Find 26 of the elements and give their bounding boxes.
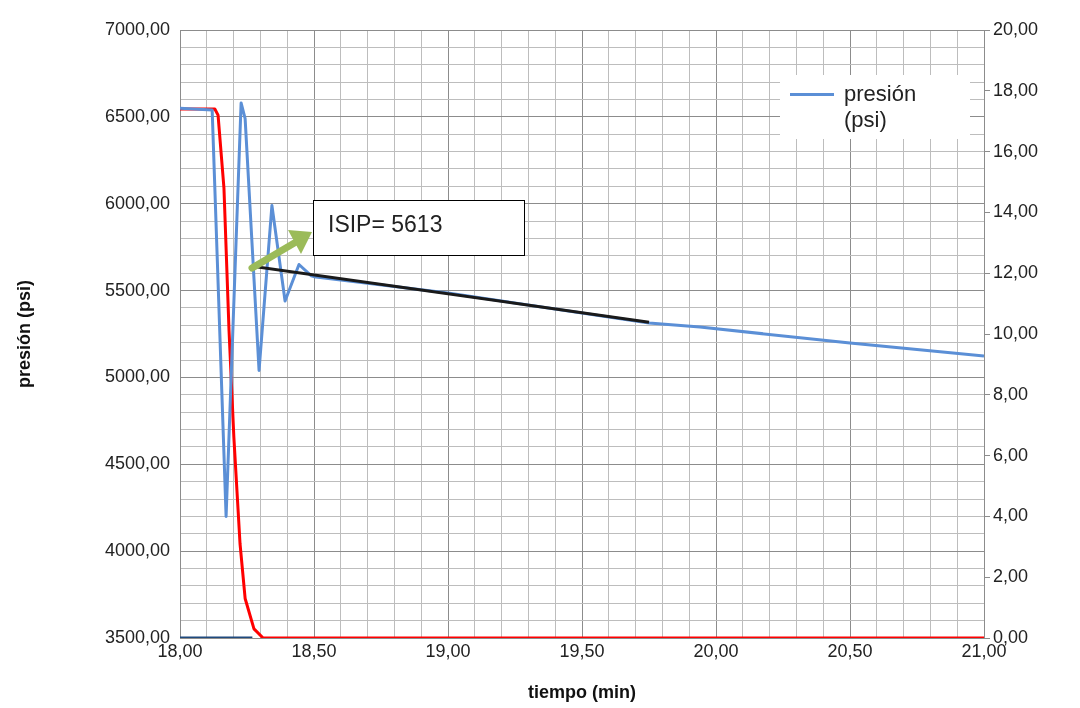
- y2-tick-label: 8,00: [993, 383, 1029, 404]
- x-tick-label: 20,00: [693, 640, 739, 661]
- y-tick-label: 4500,00: [104, 453, 170, 474]
- y2-tick-label: 20,00: [993, 18, 1039, 39]
- x-tick-label: 19,50: [559, 640, 605, 661]
- y2-tick-label: 6,00: [993, 444, 1029, 465]
- y-tick-label: 5500,00: [104, 279, 170, 300]
- y2-tick-label: 12,00: [993, 262, 1039, 283]
- y2-tick-label: 16,00: [993, 140, 1039, 161]
- y-tick-label: 5000,00: [104, 366, 170, 387]
- y-tick-label: 6000,00: [104, 192, 170, 213]
- y2-tick-label: 4,00: [993, 505, 1029, 526]
- y2-tick-label: 2,00: [993, 566, 1029, 587]
- y-axis-title: presión (psi): [13, 279, 34, 389]
- callout: ISIP= 5613: [313, 200, 525, 256]
- y-tick-label: 7000,00: [104, 18, 170, 39]
- x-axis-title: tiempo (min): [528, 682, 636, 703]
- y2-tick-label: 14,00: [993, 201, 1039, 222]
- y-tick-label: 6500,00: [104, 105, 170, 126]
- y2-tick-label: 10,00: [993, 322, 1039, 343]
- y-tick-label: 4000,00: [104, 540, 170, 561]
- y2-tick-label: 18,00: [993, 79, 1039, 100]
- legend-label: presión (psi): [844, 81, 918, 133]
- x-tick-label: 19,00: [425, 640, 471, 661]
- x-tick-label: 20,50: [827, 640, 873, 661]
- x-tick-label: 18,50: [291, 640, 337, 661]
